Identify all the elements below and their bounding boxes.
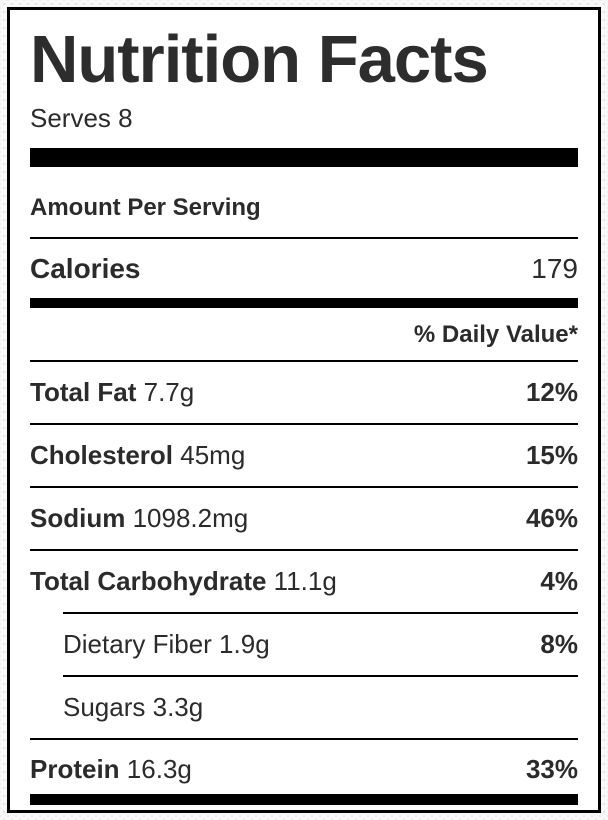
nutrient-amount: 11.1g <box>273 566 337 596</box>
nutrient-daily-value: 46% <box>525 503 578 533</box>
nutrient-label: Protein <box>30 754 127 784</box>
nutrient-text: Total Carbohydrate 11.1g <box>30 566 337 597</box>
calories-row: Calories 179 <box>30 239 578 298</box>
nutrient-label: Dietary Fiber <box>63 629 220 659</box>
nutrient-label: Total Carbohydrate <box>30 566 274 596</box>
calories-value: 179 <box>531 253 578 284</box>
nutrient-amount: 16.3g <box>126 754 192 784</box>
divider <box>30 549 578 551</box>
nutrient-amount: 7.7g <box>143 377 195 407</box>
separator-bar-top <box>30 148 578 167</box>
row-dietary-fiber: Dietary Fiber 1.9g 8% <box>30 614 578 675</box>
row-protein: Protein 16.3g 33% <box>30 740 578 794</box>
separator-bar-bottom <box>30 794 578 805</box>
nutrient-daily-value: 15% <box>525 440 578 470</box>
row-cholesterol: Cholesterol 45mg 15% <box>30 425 578 486</box>
amount-per-serving-header: Amount Per Serving <box>30 194 261 221</box>
divider-indented <box>63 675 578 677</box>
serves-line: Serves 8 <box>30 103 133 133</box>
row-total-fat: Total Fat 7.7g 12% <box>30 362 578 423</box>
nutrient-label: Cholesterol <box>30 440 181 470</box>
divider <box>30 738 578 740</box>
daily-value-header: % Daily Value* <box>413 321 578 348</box>
divider <box>30 237 578 239</box>
nutrient-text: Protein 16.3g <box>30 754 192 785</box>
nutrient-amount: 1.9g <box>219 629 270 659</box>
nutrient-amount: 3.3g <box>152 692 204 722</box>
nutrient-daily-value: 33% <box>525 754 578 784</box>
nutrition-facts-label: Nutrition Facts Serves 8 Amount Per Serv… <box>7 7 601 813</box>
nutrient-label: Total Fat <box>30 377 144 407</box>
separator-bar-middle <box>30 298 578 308</box>
row-sugars: Sugars 3.3g <box>30 677 578 738</box>
row-sodium: Sodium 1098.2mg 46% <box>30 488 578 549</box>
nutrient-daily-value: 12% <box>525 377 578 407</box>
nutrient-text: Dietary Fiber 1.9g <box>63 629 270 660</box>
nutrient-text: Cholesterol 45mg <box>30 440 245 471</box>
divider <box>30 486 578 488</box>
nutrient-daily-value: 8% <box>540 629 578 659</box>
nutrient-text: Sodium 1098.2mg <box>30 503 248 534</box>
nutrient-text: Sugars 3.3g <box>63 692 203 723</box>
nutrient-daily-value: 4% <box>540 566 578 596</box>
nutrient-label: Sugars <box>63 692 153 722</box>
nutrient-label: Sodium <box>30 503 133 533</box>
nutrient-amount: 45mg <box>180 440 246 470</box>
divider <box>30 423 578 425</box>
nutrient-amount: 1098.2mg <box>132 503 249 533</box>
divider-indented <box>63 612 578 614</box>
row-total-carbohydrate: Total Carbohydrate 11.1g 4% <box>30 551 578 612</box>
divider <box>30 360 578 362</box>
calories-label: Calories <box>30 253 141 284</box>
nutrient-text: Total Fat 7.7g <box>30 377 194 408</box>
label-title: Nutrition Facts <box>30 22 489 97</box>
